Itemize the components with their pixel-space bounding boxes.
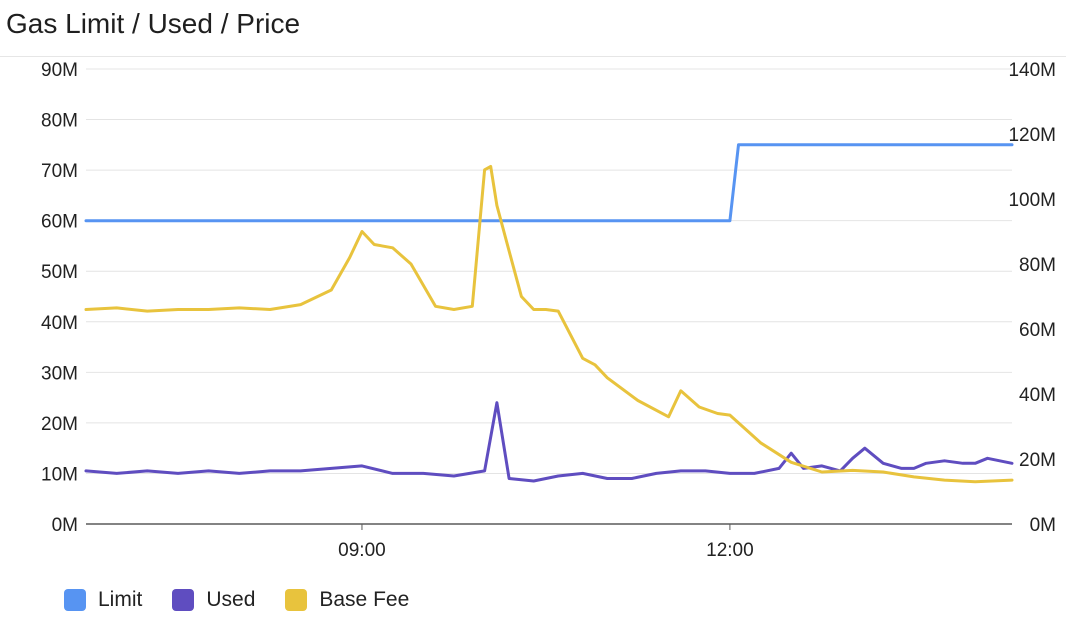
legend-label-used: Used	[206, 588, 256, 611]
right-tick-label: 0M	[1030, 515, 1056, 536]
grid-lines	[86, 68, 1012, 474]
series-lines	[84, 143, 1014, 484]
right-tick-label: 140M	[1008, 60, 1056, 81]
used-swatch	[172, 589, 195, 611]
title-divider	[0, 56, 1066, 57]
right-tick-label: 100M	[1008, 190, 1056, 211]
x-tick-label: 12:00	[706, 540, 754, 561]
legend-item-limit[interactable]: Limit	[64, 588, 142, 612]
right-tick-label: 80M	[1019, 255, 1056, 276]
limit-swatch	[64, 589, 86, 611]
series-line-used	[84, 401, 1014, 483]
right-tick-label: 20M	[1019, 450, 1056, 471]
x-tick-label: 09:00	[338, 540, 386, 561]
gas-chart: 0M 10M 20M 30M 40M 50M 60M 70M 80M 90M 0M 20M 40M 60…	[41, 60, 1056, 561]
left-tick-label: 80M	[41, 111, 78, 132]
legend-item-base-fee[interactable]: Base Fee	[285, 588, 409, 612]
right-tick-label: 40M	[1019, 385, 1056, 406]
base-fee-swatch	[285, 589, 308, 611]
left-tick-label: 0M	[52, 515, 78, 536]
right-axis-ticks: 0M 20M 40M 60M 80M 100M 120M 140M	[1008, 60, 1056, 536]
left-tick-label: 30M	[41, 363, 78, 384]
left-axis-ticks: 0M 10M 20M 30M 40M 50M 60M 70M 80M 90M	[41, 60, 78, 536]
legend-label-base-fee: Base Fee	[319, 588, 410, 611]
left-tick-label: 60M	[41, 212, 78, 233]
left-tick-label: 20M	[41, 414, 78, 435]
right-tick-label: 120M	[1008, 125, 1056, 146]
legend: Limit Used Base Fee	[64, 588, 409, 612]
left-tick-label: 40M	[41, 313, 78, 334]
left-tick-label: 90M	[41, 60, 78, 81]
chart-title: Gas Limit / Used / Price	[6, 8, 301, 39]
series-line-base-fee	[84, 165, 1014, 484]
left-tick-label: 10M	[41, 464, 78, 485]
legend-label-limit: Limit	[98, 588, 143, 611]
right-tick-label: 60M	[1019, 320, 1056, 341]
legend-item-used[interactable]: Used	[172, 588, 255, 612]
series-line-limit	[84, 143, 1014, 223]
left-tick-label: 50M	[41, 262, 78, 283]
x-axis: 09:00 12:00	[86, 523, 1012, 561]
left-tick-label: 70M	[41, 161, 78, 182]
